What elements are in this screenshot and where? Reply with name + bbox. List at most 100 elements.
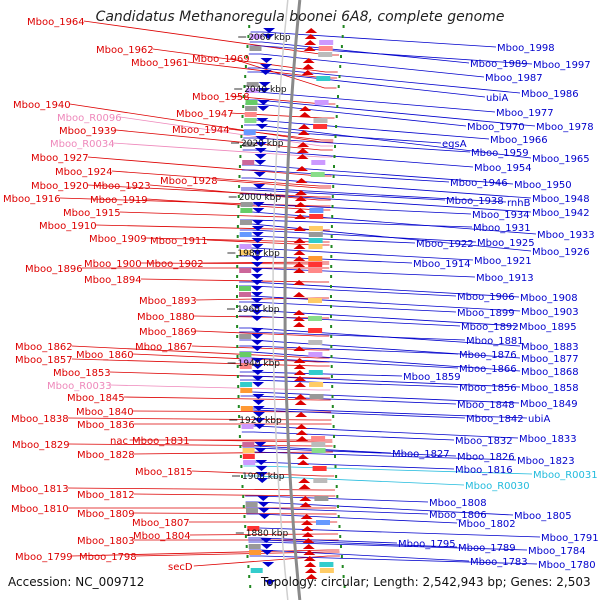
- tick-dot-right: [244, 535, 247, 538]
- tick-dot-left: [331, 215, 334, 218]
- forward-gene-arrow: [300, 514, 313, 519]
- tick-dot-left: [337, 85, 340, 88]
- left-leader-line: [135, 551, 340, 557]
- left-gene-label: Mboo_1803: [77, 536, 135, 547]
- left-gene-label: Mboo_1798: [79, 552, 137, 563]
- scale-label: 2060 kbp: [248, 33, 291, 43]
- tick-dot-left: [342, 575, 345, 578]
- forward-gene-arrow: [293, 250, 306, 255]
- right-gene-label: Mboo_1823: [517, 456, 575, 467]
- cog-block-left: [308, 226, 323, 231]
- reverse-gene-arrow: [251, 238, 264, 243]
- left-leader-line: [68, 443, 333, 447]
- scale-label: 2040 kbp: [244, 85, 287, 95]
- cog-block-right: [239, 232, 252, 237]
- tick-dot-left: [333, 445, 336, 448]
- tick-dot-left: [336, 495, 339, 498]
- forward-gene-arrow: [304, 40, 317, 45]
- tick-dot-left: [332, 185, 335, 188]
- cog-block-right: [242, 442, 255, 447]
- cog-block-left: [308, 352, 323, 357]
- reverse-gene-arrow: [257, 502, 270, 507]
- reverse-gene-arrow: [252, 220, 264, 225]
- forward-gene-arrow: [303, 550, 316, 555]
- cog-block-right: [239, 286, 251, 291]
- left-gene-label: Mboo_1909: [89, 234, 147, 245]
- left-gene-label: Mboo_R0034: [50, 139, 115, 150]
- right-gene-label: Mboo_1868: [521, 367, 579, 378]
- forward-gene-arrow: [295, 430, 308, 435]
- right-gene-label: Mboo_1783: [470, 557, 528, 568]
- tick-dot-left: [331, 195, 334, 198]
- reverse-gene-arrow: [256, 124, 268, 129]
- reverse-gene-arrow: [251, 286, 263, 291]
- reverse-gene-arrow: [254, 148, 267, 153]
- reverse-gene-arrow: [262, 562, 275, 567]
- left-gene-label: Mboo_1810: [11, 504, 69, 515]
- cog-block-right: [250, 34, 263, 39]
- left-gene-label: Mboo_1862: [15, 342, 73, 353]
- forward-gene-arrow: [293, 268, 306, 273]
- forward-gene-arrow: [299, 496, 312, 501]
- scale-label: 1980 kbp: [237, 249, 280, 259]
- cog-block-left: [309, 394, 324, 399]
- right-gene-label: Mboo_1934: [472, 210, 530, 221]
- left-gene-label: Mboo_1809: [77, 509, 135, 520]
- tick-dot-right: [248, 575, 251, 578]
- forward-gene-arrow: [293, 346, 306, 351]
- reverse-gene-arrow: [258, 508, 270, 513]
- right-leader-line: [241, 187, 507, 203]
- right-gene-label: Mboo_1883: [521, 342, 579, 353]
- tick-dot-right: [240, 465, 243, 468]
- tick-dot-left: [333, 435, 335, 438]
- cog-block-left: [309, 382, 324, 387]
- left-leader-line: [87, 184, 331, 198]
- tick-dot-left: [341, 35, 344, 38]
- cog-block-right: [239, 352, 252, 357]
- reverse-gene-arrow: [256, 478, 269, 483]
- tick-dot-left: [330, 355, 333, 358]
- tick-dot-left: [330, 255, 333, 258]
- left-leader-line: [111, 170, 332, 187]
- left-leader-line: [71, 345, 330, 359]
- forward-gene-arrow: [293, 262, 306, 267]
- tick-dot-left: [340, 555, 343, 558]
- tick-dot-left: [330, 245, 333, 248]
- cog-block-left: [311, 448, 326, 453]
- left-gene-label: Mboo_1902: [146, 259, 204, 270]
- forward-gene-arrow: [297, 130, 310, 135]
- cog-block-right: [246, 508, 258, 513]
- right-gene-label: Mboo_1806: [429, 510, 487, 521]
- tick-dot-right: [238, 165, 241, 168]
- cog-block-left: [308, 298, 322, 303]
- left-leader-line: [132, 353, 330, 363]
- tick-dot-right: [243, 515, 246, 518]
- feature-tracks: [239, 28, 334, 585]
- right-gene-label: Mboo_1859: [403, 372, 461, 383]
- cog-block-right: [242, 448, 255, 453]
- tick-dot-left: [330, 285, 332, 288]
- left-gene-label: Mboo_1815: [135, 467, 193, 478]
- forward-gene-arrow: [301, 532, 314, 537]
- left-gene-label: Mboo_1831: [132, 436, 190, 447]
- right-gene-label: Mboo_1832: [455, 436, 513, 447]
- tick-dot-left: [338, 525, 341, 528]
- left-gene-label: Mboo_1894: [84, 275, 142, 286]
- reverse-gene-arrow: [254, 448, 267, 453]
- tick-dot-right: [244, 75, 247, 78]
- forward-gene-arrow: [295, 412, 308, 417]
- tick-dot-right: [238, 425, 241, 428]
- left-gene-label: Mboo_1840: [76, 407, 134, 418]
- forward-gene-arrow: [299, 106, 312, 111]
- left-gene-label: Mboo_1845: [67, 393, 125, 404]
- cog-block-left: [310, 172, 325, 177]
- cog-block-left: [311, 160, 326, 165]
- right-gene-label: rnhB: [507, 198, 531, 209]
- right-leader-line: [241, 177, 532, 199]
- left-gene-label: Mboo_1880: [137, 312, 195, 323]
- tick-dot-right: [237, 205, 240, 208]
- reverse-gene-arrow: [251, 316, 263, 321]
- reverse-gene-arrow: [263, 580, 276, 585]
- forward-gene-arrow: [293, 310, 305, 315]
- tick-dot-left: [330, 265, 333, 268]
